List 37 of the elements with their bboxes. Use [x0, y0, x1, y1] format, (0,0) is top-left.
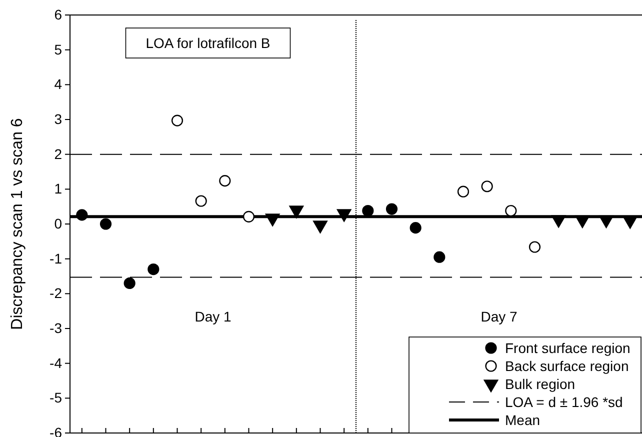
- legend-label: Back surface region: [505, 358, 629, 374]
- point: [386, 203, 398, 215]
- point: [171, 114, 184, 126]
- legend-label: LOA = d ± 1.96 *sd: [505, 394, 623, 410]
- y-tick-label: 5: [54, 41, 62, 58]
- y-tick-label: -2: [50, 285, 62, 302]
- y-tick-label: 1: [54, 180, 62, 197]
- point: [219, 175, 231, 187]
- y-tick-label: -1: [50, 250, 62, 266]
- point: [481, 180, 493, 192]
- point: [505, 204, 517, 217]
- y-tick-label: 2: [54, 146, 62, 162]
- y-tick-label: 6: [54, 6, 62, 22]
- point: [195, 195, 207, 207]
- point: [76, 209, 88, 221]
- point: [362, 204, 374, 217]
- point: [410, 222, 422, 234]
- annotation: Day 7: [480, 308, 518, 325]
- point: [124, 277, 136, 290]
- point: [457, 186, 470, 198]
- y-tick-label: -3: [50, 320, 62, 336]
- annotation: Day 1: [194, 308, 232, 325]
- y-tick-label: 4: [54, 76, 62, 92]
- text: LOA for lotrafilcon B: [146, 35, 270, 51]
- point: [528, 241, 541, 253]
- y-tick-label: 3: [54, 110, 62, 127]
- legend-label: Bulk region: [505, 376, 576, 392]
- y-axis-title: Discrepancy scan 1 vs scan 6: [9, 118, 26, 330]
- point: [100, 218, 112, 230]
- y-tick-label: -5: [50, 390, 62, 406]
- y-tick-label: -4: [50, 354, 62, 371]
- point: [242, 210, 255, 222]
- legend-label: Front surface region: [505, 340, 630, 356]
- y-tick-label: 0: [54, 215, 62, 232]
- legend-label: Mean: [505, 412, 540, 428]
- point: [148, 263, 160, 276]
- point: [434, 251, 446, 263]
